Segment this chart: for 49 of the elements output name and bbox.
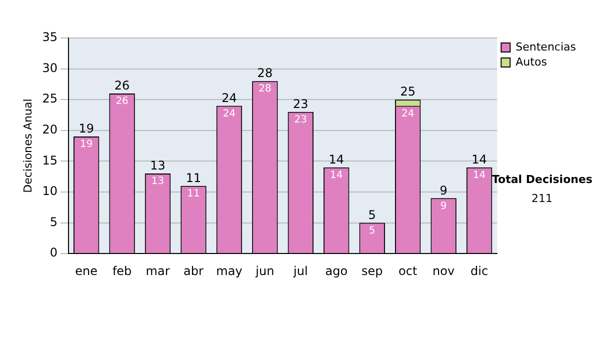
data-label: 19 [80, 139, 93, 150]
data-label: 26 [116, 96, 128, 108]
y-tick-label: 5 [50, 214, 58, 229]
x-tick-label: ago [325, 264, 348, 278]
x-tick-label: oct [398, 264, 418, 278]
total-label: 5 [368, 208, 376, 222]
total-label: 28 [257, 66, 273, 80]
x-tick-label: abr [184, 264, 204, 278]
text: 211 [530, 192, 554, 205]
y-tick-label: 35 [42, 30, 58, 44]
x-tick-label: feb [112, 264, 132, 278]
y-tick-label: 10 [42, 184, 58, 198]
x-tick-label: jul [292, 264, 308, 278]
total-label: 26 [114, 78, 130, 93]
data-label: 23 [294, 114, 308, 126]
total-label: 14 [472, 152, 487, 166]
y-tick-label: 20 [42, 122, 58, 137]
data-label: 28 [258, 84, 272, 95]
y-tick-label: 30 [42, 60, 58, 75]
total-label: 13 [150, 158, 166, 173]
total-label: 9 [440, 183, 448, 198]
total-label: 23 [293, 97, 308, 112]
data-label: 9 [440, 200, 447, 212]
total-label: 11 [186, 170, 202, 185]
x-tick-label: mar [146, 264, 170, 278]
x-tick-label: dic [470, 264, 488, 278]
y-tick-label: 15 [42, 153, 58, 168]
y-tick-label: 0 [50, 246, 58, 260]
annotation: Total Decisiones [492, 173, 592, 186]
total-label: 14 [328, 152, 344, 166]
legend-label: Autos [516, 55, 548, 68]
total-label: 19 [78, 122, 94, 136]
data-label: 24 [401, 108, 414, 120]
data-label: 13 [151, 176, 164, 188]
x-tick-label: sep [361, 264, 383, 278]
data-label: 14 [472, 170, 486, 181]
x-tick-label: jun [254, 264, 274, 278]
data-label: 24 [222, 108, 236, 120]
data-label: 5 [368, 225, 376, 236]
x-tick-label: may [216, 264, 242, 278]
data-label: 14 [330, 170, 343, 181]
total-label: 25 [400, 84, 416, 99]
total-label: 24 [222, 90, 237, 105]
x-tick-label: ene [75, 264, 98, 278]
data-label: 11 [187, 188, 200, 200]
y-tick-label: 25 [42, 92, 58, 106]
legend-label: Sentencias [516, 40, 576, 54]
x-tick-label: nov [432, 264, 455, 278]
y-axis-title: Decisiones Anual [21, 98, 34, 193]
